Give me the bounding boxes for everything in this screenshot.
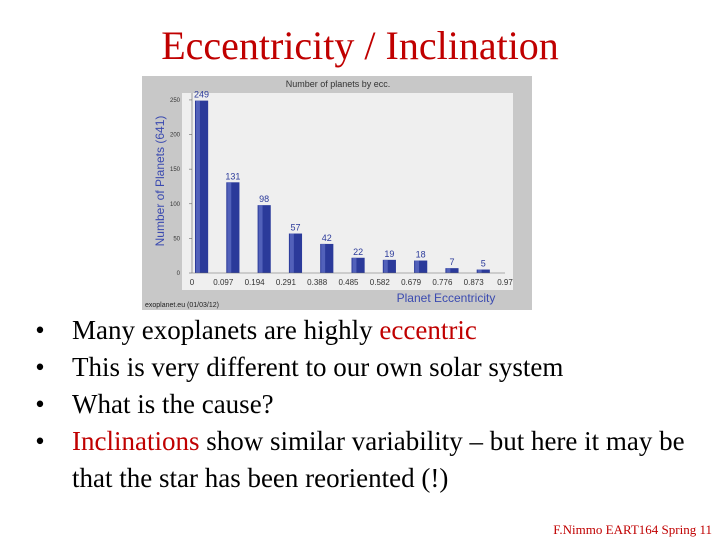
bar-highlight: [383, 259, 388, 273]
bar-highlight: [477, 269, 482, 273]
x-tick-label: 0.582: [370, 278, 391, 287]
chart-credit: exoplanet.eu (01/03/12): [145, 302, 219, 309]
bar-value-label: 5: [481, 259, 486, 269]
bullet-item: • What is the cause?: [30, 386, 710, 423]
x-tick-label: 0.97: [497, 278, 513, 287]
bullet-dot: •: [35, 315, 45, 345]
bar-highlight: [415, 260, 420, 273]
bullet-item: • This is very different to our own solar…: [30, 349, 710, 386]
x-tick-label: 0.388: [307, 278, 328, 287]
x-tick-label: 0.776: [432, 278, 453, 287]
bar-value-label: 7: [449, 257, 454, 267]
chart-ylabel: Number of Planets (641): [153, 116, 167, 247]
x-tick-label: 0.679: [401, 278, 422, 287]
bar-value-label: 19: [384, 249, 394, 259]
y-tick-label: 100: [170, 202, 181, 208]
x-tick-label: 0.097: [213, 278, 234, 287]
bullet-dot: •: [35, 389, 45, 419]
bullet-dot: •: [35, 352, 45, 382]
x-tick-label: 0.485: [338, 278, 359, 287]
x-tick-label: 0: [190, 278, 195, 287]
bullet-highlight: eccentric: [379, 315, 477, 345]
y-tick-label: 250: [170, 98, 181, 104]
bar-value-label: 98: [259, 194, 269, 204]
bullet-text-tail: show similar variability – but here it m…: [72, 426, 685, 493]
y-tick-label: 0: [177, 271, 181, 277]
bullet-text: Many exoplanets are highly: [72, 315, 380, 345]
bullet-list: • Many exoplanets are highly eccentric • T…: [30, 312, 710, 497]
slide-title: Eccentricity / Inclination: [161, 23, 559, 68]
chart-svg: 0 50 100 150 200 250 0 0.097 0.194 0.291 0.388 0.48…: [142, 76, 532, 310]
chart-title: Number of planets by ecc.: [286, 79, 391, 89]
bar-highlight: [446, 268, 451, 273]
x-tick-label: 0.873: [464, 278, 485, 287]
y-tick-label: 200: [170, 133, 181, 139]
x-tick-label: 0.194: [245, 278, 266, 287]
bar-value-label: 22: [353, 247, 363, 257]
bullet-highlight: Inclinations: [72, 426, 200, 456]
bullet-text: This is very different to our own solar …: [72, 352, 564, 382]
bar-highlight: [196, 100, 200, 273]
bullet-dot: •: [35, 426, 45, 456]
bar-value-label: 249: [194, 90, 209, 100]
bar: [476, 269, 490, 273]
bullet-item: • Inclinations show similar variability –…: [30, 423, 710, 497]
footer-credit: F.Nimmo EART164 Spring 11: [553, 522, 712, 537]
bar-highlight: [352, 257, 357, 273]
bullet-item: • Many exoplanets are highly eccentric: [30, 312, 710, 349]
bar-highlight: [258, 205, 263, 273]
x-tick-label: 0.291: [276, 278, 297, 287]
bar-value-label: 42: [322, 233, 332, 243]
bar: [445, 268, 459, 273]
eccentricity-chart: 0 50 100 150 200 250 0 0.097 0.194 0.291 0.388 0.48…: [142, 76, 532, 310]
bar-value-label: 131: [225, 171, 240, 181]
bar-highlight: [227, 182, 232, 273]
bullet-text: What is the cause?: [72, 389, 274, 419]
bar-highlight: [289, 233, 294, 273]
bar-highlight: [321, 243, 326, 273]
bar-value-label: 57: [290, 223, 300, 233]
chart-xlabel: Planet Eccentricity: [397, 291, 496, 305]
y-tick-label: 150: [170, 167, 181, 173]
y-tick-label: 50: [173, 236, 180, 242]
bar-value-label: 18: [416, 250, 426, 260]
